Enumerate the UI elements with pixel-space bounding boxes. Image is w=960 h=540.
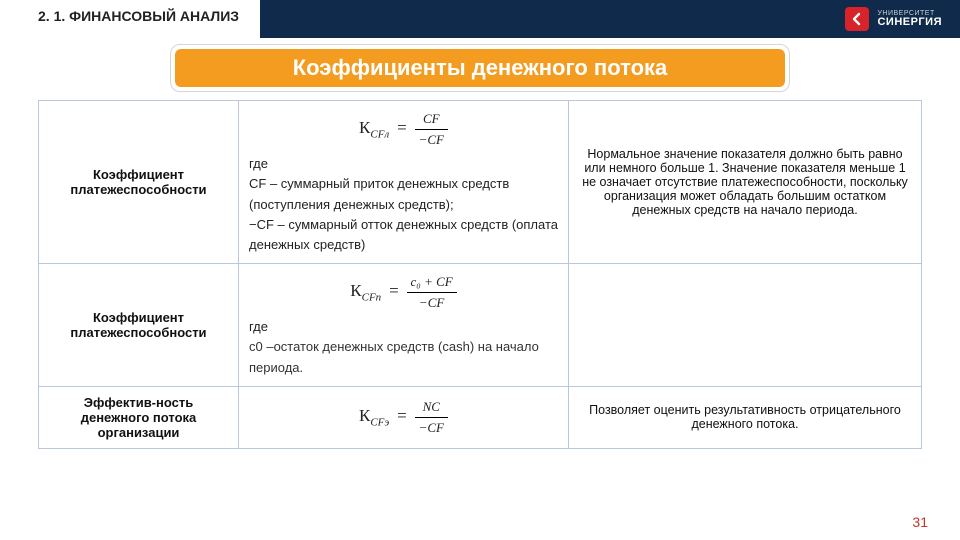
logo-badge-icon xyxy=(845,7,869,31)
table-row: Коэффициент платежеспособности КCFп = c₀… xyxy=(39,263,922,386)
header-bar: УНИВЕРСИТЕТ СИНЕРГИЯ xyxy=(260,0,960,38)
logo: УНИВЕРСИТЕТ СИНЕРГИЯ xyxy=(845,7,942,31)
coef-name: Коэффициент платежеспособности xyxy=(39,101,239,264)
coef-formula-cell: КCFэ = NC −CF xyxy=(239,386,569,448)
slide-title: Коэффициенты денежного потока xyxy=(175,49,785,87)
logo-big-text: СИНЕРГИЯ xyxy=(877,17,942,29)
coef-description xyxy=(569,263,922,386)
table-row: Эффектив-ность денежного потока организа… xyxy=(39,386,922,448)
coef-description: Позволяет оценить результативность отриц… xyxy=(569,386,922,448)
coef-name: Коэффициент платежеспособности xyxy=(39,263,239,386)
section-title: 2. 1. ФИНАНСОВЫЙ АНАЛИЗ xyxy=(38,8,239,24)
coefficients-table: Коэффициент платежеспособности КCFл = CF… xyxy=(38,100,922,449)
coef-formula-cell: КCFп = c₀ + CF −CF где c0 –остаток денеж… xyxy=(239,263,569,386)
coef-name: Эффектив-ность денежного потока организа… xyxy=(39,386,239,448)
table-row: Коэффициент платежеспособности КCFл = CF… xyxy=(39,101,922,264)
title-container: Коэффициенты денежного потока xyxy=(170,44,790,92)
coef-formula-cell: КCFл = CF −CF где CF – суммарный приток … xyxy=(239,101,569,264)
slide-header: 2. 1. ФИНАНСОВЫЙ АНАЛИЗ УНИВЕРСИТЕТ СИНЕ… xyxy=(0,0,960,38)
coef-description: Нормальное значение показателя должно бы… xyxy=(569,101,922,264)
page-number: 31 xyxy=(912,514,928,530)
